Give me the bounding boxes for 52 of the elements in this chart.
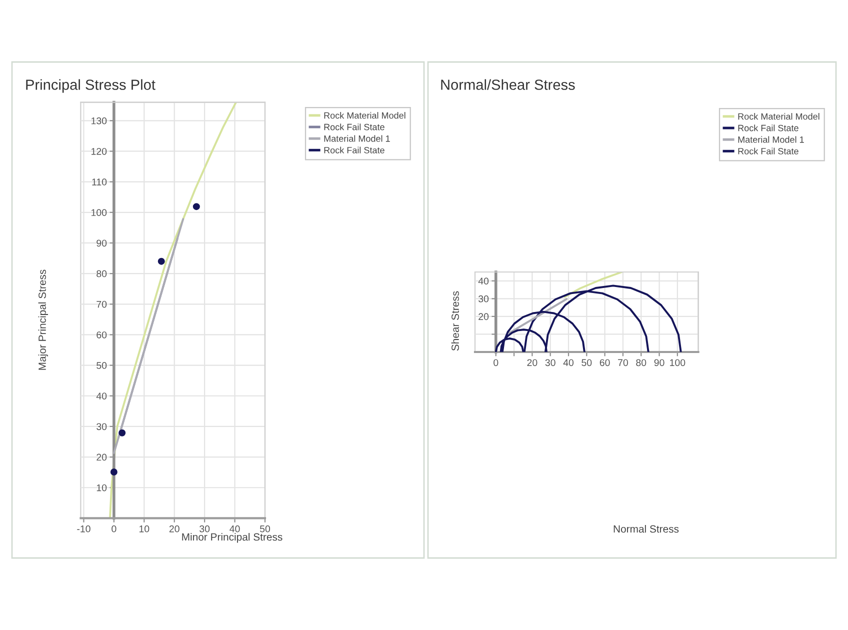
- point: [158, 258, 165, 265]
- y-tick-label: 20: [96, 454, 107, 461]
- y-tick-label: 60: [96, 331, 107, 338]
- x-tick-label: 70: [618, 359, 628, 366]
- line-series: [109, 102, 237, 518]
- legend-label: Rock Fail State: [738, 124, 798, 132]
- legend-label: Rock Fail State: [324, 124, 384, 130]
- y-tick-label: 110: [92, 178, 107, 186]
- chart-title: Normal/Shear Stress: [441, 79, 575, 90]
- point: [110, 468, 118, 476]
- y-tick-label: 10: [96, 484, 107, 492]
- x-tick-label: 50: [260, 525, 270, 532]
- y-tick-label: 30: [96, 423, 107, 430]
- x-tick-label: 20: [169, 525, 180, 532]
- x-tick-label: 100: [670, 359, 686, 366]
- x-tick-label: 30: [545, 359, 556, 366]
- y-tick-label: 40: [478, 278, 489, 285]
- x-tick-label: 20: [527, 359, 538, 366]
- x-tick-label: 90: [654, 359, 664, 366]
- x-axis-title: Normal Stress: [614, 525, 679, 533]
- y-tick-label: 30: [478, 295, 489, 302]
- point: [118, 429, 126, 436]
- legend-label: Material Model 1: [738, 136, 804, 143]
- x-tick-label: 80: [636, 359, 646, 366]
- y-tick-label: 80: [96, 270, 107, 278]
- x-tick-label: 50: [582, 359, 592, 366]
- y-tick-label: 90: [96, 240, 107, 247]
- legend-label: Rock Fail State: [324, 146, 384, 154]
- y-tick-label: 20: [478, 313, 489, 320]
- point: [192, 203, 200, 210]
- legend-label: Rock Material Model: [738, 113, 820, 120]
- legend-label: Rock Material Model: [324, 112, 406, 119]
- x-tick-label: 10: [139, 525, 150, 532]
- legend-label: Rock Fail State: [738, 148, 798, 154]
- x-axis-title: Minor Principal Stress: [182, 533, 282, 543]
- x-tick-label: 30: [200, 525, 210, 532]
- x-tick-label: 40: [230, 525, 240, 532]
- x-tick-label: 0: [112, 525, 116, 532]
- legend-label: Material Model 1: [324, 135, 390, 142]
- y-tick-label: 130: [92, 117, 107, 124]
- line-series: [564, 272, 623, 298]
- x-tick-label: 40: [563, 359, 574, 366]
- y-axis-title: Major Principal Stress: [38, 270, 48, 370]
- y-tick-label: 120: [92, 148, 107, 155]
- y-axis-title: Shear Stress: [451, 291, 459, 351]
- y-tick-label: 100: [92, 209, 107, 216]
- chart-title: Principal Stress Plot: [26, 79, 156, 93]
- x-tick-label: 60: [600, 359, 610, 366]
- y-tick-label: 70: [96, 300, 107, 308]
- x-tick-label: 0: [494, 359, 498, 366]
- x-tick-label: -10: [77, 525, 90, 532]
- y-tick-label: 40: [96, 392, 107, 400]
